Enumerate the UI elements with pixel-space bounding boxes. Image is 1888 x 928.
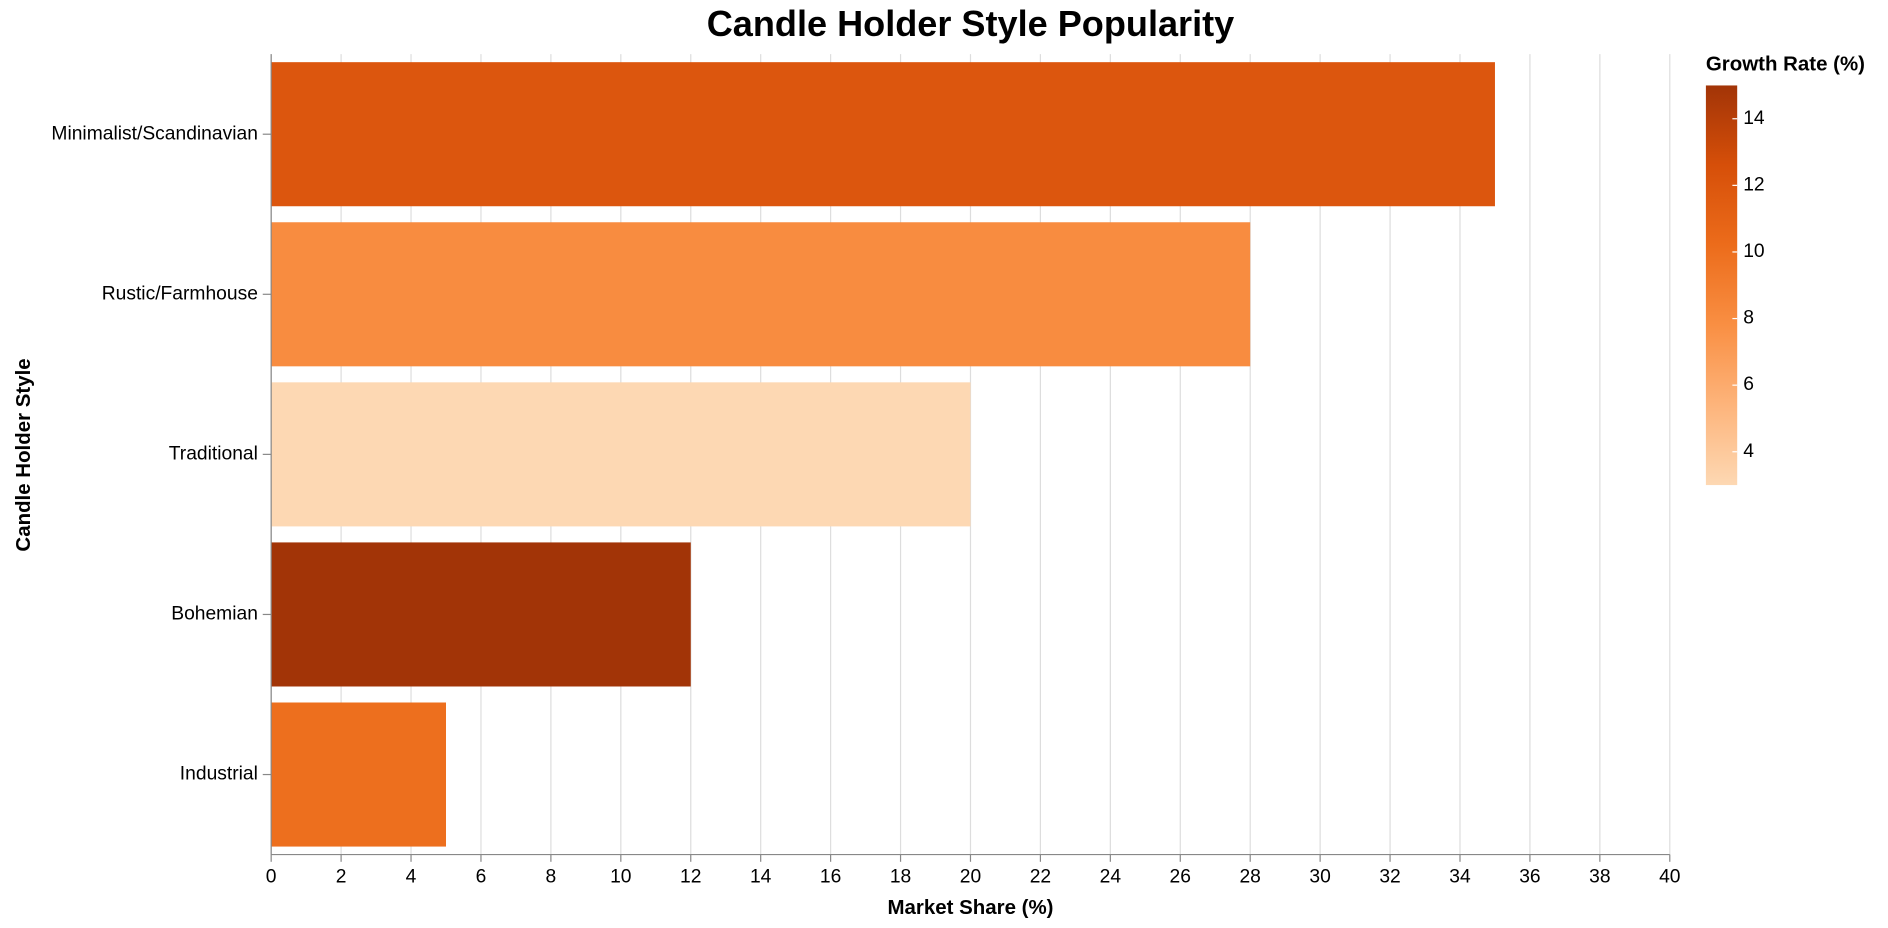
legend-title: Growth Rate (%): [1706, 52, 1865, 75]
legend-tick-label: 10: [1743, 241, 1764, 262]
x-tick-label: 16: [820, 867, 841, 888]
x-tick-label: 34: [1449, 867, 1471, 888]
x-tick-label: 38: [1589, 867, 1610, 888]
y-tick-label: Minimalist/Scandinavian: [51, 123, 258, 144]
x-tick-label: 22: [1030, 867, 1051, 888]
legend-gradient: [1705, 85, 1738, 486]
y-tick-label: Bohemian: [171, 604, 258, 625]
chart-title: Candle Holder Style Popularity: [707, 3, 1234, 44]
y-tick-label: Traditional: [169, 443, 258, 464]
x-tick-label: 12: [680, 867, 701, 888]
x-tick-label: 4: [406, 867, 417, 888]
x-tick-label: 18: [890, 867, 911, 888]
x-tick-label: 20: [960, 867, 981, 888]
y-tick-label: Rustic/Farmhouse: [102, 283, 258, 304]
x-tick-label: 14: [750, 867, 772, 888]
x-tick-label: 10: [610, 867, 631, 888]
x-tick-label: 8: [546, 867, 557, 888]
legend-tick-label: 12: [1743, 174, 1764, 195]
legend-tick-label: 8: [1743, 308, 1754, 329]
x-tick-label: 28: [1239, 867, 1260, 888]
bar: [271, 702, 446, 847]
y-axis-title: Candle Holder Style: [12, 358, 35, 551]
x-tick-label: 24: [1100, 867, 1122, 888]
legend-tick-label: 14: [1743, 108, 1765, 129]
legend-tick-label: 6: [1743, 374, 1754, 395]
legend-tick-label: 4: [1743, 441, 1754, 462]
x-tick-label: 40: [1659, 867, 1680, 888]
y-tick-label: Industrial: [180, 764, 258, 785]
bar: [271, 62, 1495, 207]
bar: [271, 382, 971, 527]
x-tick-label: 30: [1309, 867, 1330, 888]
x-tick-label: 2: [336, 867, 347, 888]
x-tick-label: 32: [1379, 867, 1400, 888]
bar: [271, 542, 691, 687]
x-tick-label: 36: [1519, 867, 1540, 888]
x-tick-label: 0: [266, 867, 277, 888]
x-tick-label: 6: [476, 867, 487, 888]
x-tick-label: 26: [1170, 867, 1191, 888]
x-axis-title: Market Share (%): [888, 896, 1054, 919]
bar: [271, 222, 1251, 367]
